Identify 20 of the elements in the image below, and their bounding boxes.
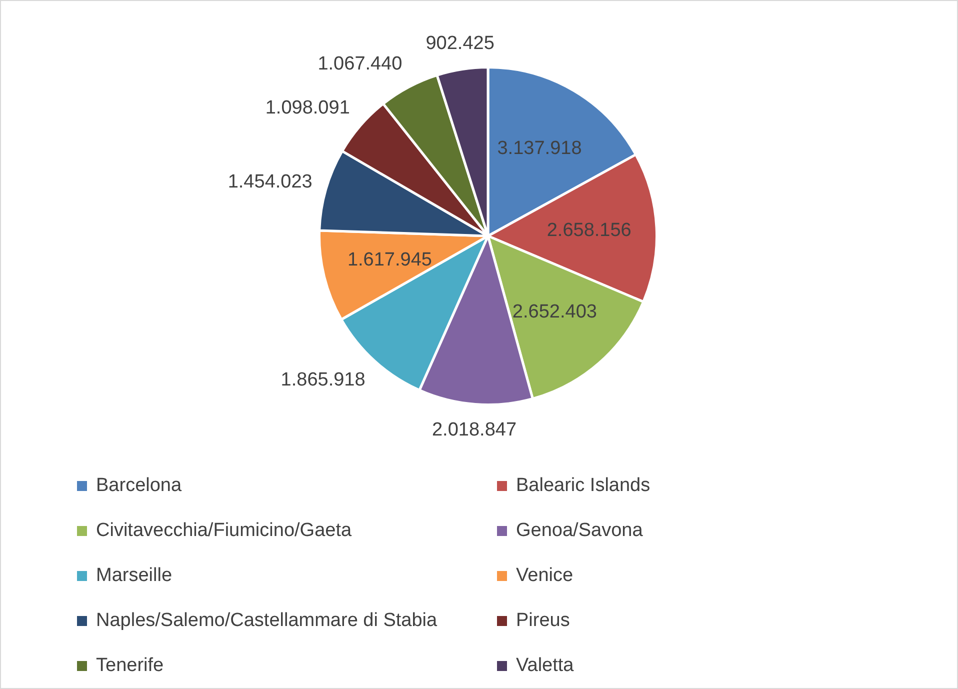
data-label: 2.658.156	[546, 220, 632, 242]
data-label: 1.865.918	[280, 370, 366, 391]
data-label: 1.098.091	[265, 98, 350, 119]
data-label: 1.617.945	[347, 250, 432, 271]
legend-label: Venice	[516, 564, 574, 586]
legend-label: Valetta	[516, 654, 574, 676]
legend-label: Pireus	[516, 610, 570, 632]
legend-label: Barcelona	[96, 474, 182, 496]
data-label: 2.018.847	[432, 419, 517, 440]
legend-label: Naples/Salemo/Castellammare di Stabia	[96, 610, 438, 632]
data-label: 902.425	[426, 32, 494, 54]
data-label: 3.137.918	[497, 138, 582, 160]
legend-label: Tenerife	[96, 654, 164, 676]
data-label: 1.454.023	[228, 171, 312, 192]
legend-label: Marseille	[96, 564, 172, 586]
data-label: 2.652.403	[512, 301, 597, 322]
legend-label: Genoa/Savona	[516, 520, 643, 542]
legend-label: Balearic Islands	[516, 474, 650, 496]
data-label: 1.067.440	[318, 53, 402, 74]
legend-label: Civitavecchia/Fiumicino/Gaeta	[96, 520, 352, 542]
